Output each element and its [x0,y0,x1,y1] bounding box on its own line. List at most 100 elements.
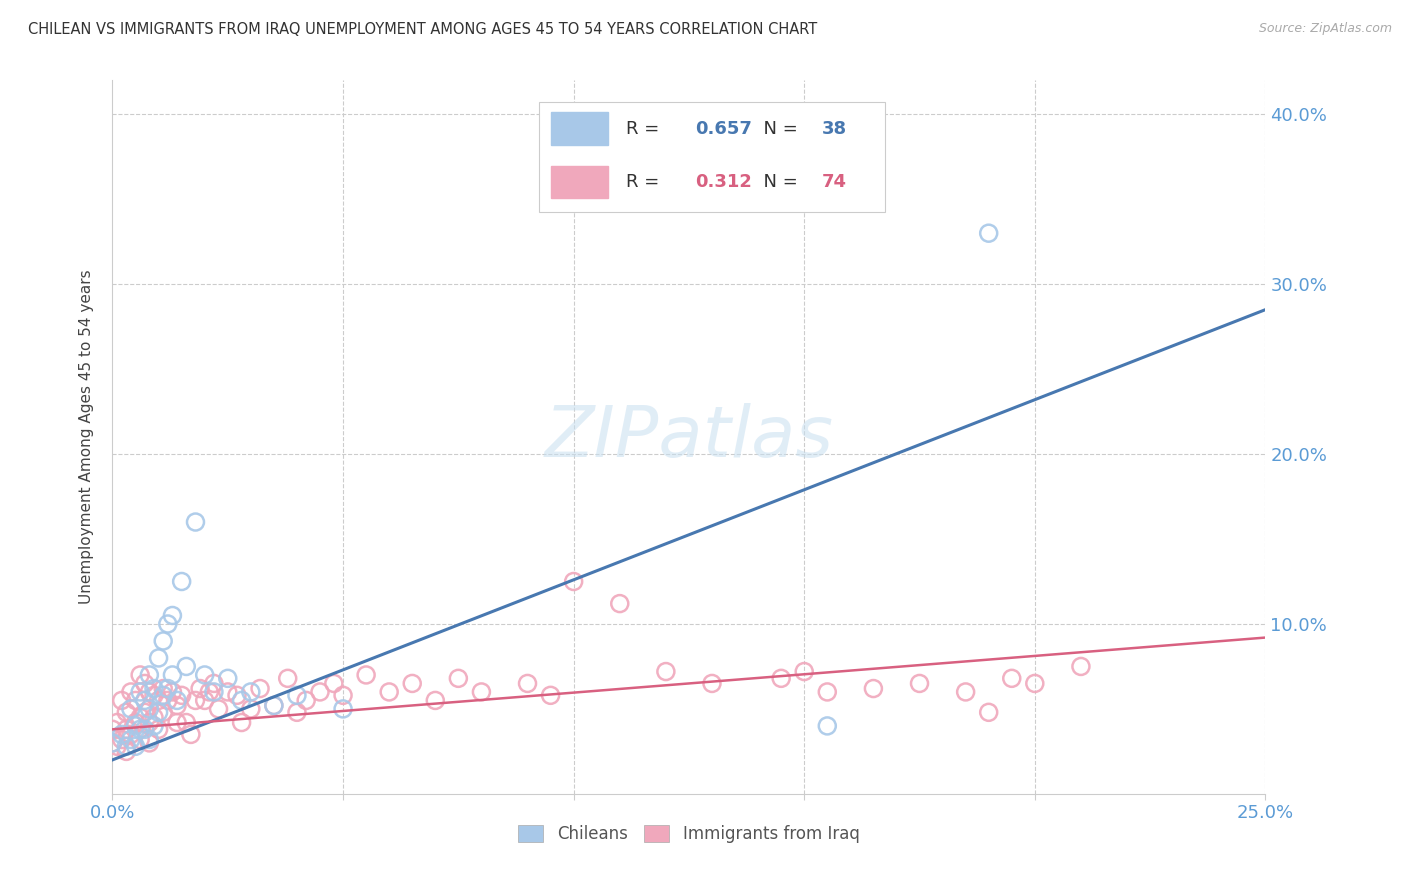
Point [166,715,188,730]
Point [138,668,160,682]
Text: 0.312: 0.312 [695,173,752,191]
Point [115,744,138,758]
Point [124,693,146,707]
Point [184,515,207,529]
Point [129,685,152,699]
Point [156,681,179,696]
Point [332,702,354,716]
Point [793,665,815,679]
Point [1001,671,1024,685]
Point [129,723,152,737]
Point [162,608,184,623]
Point [120,685,142,699]
Point [977,226,1000,240]
Point [129,732,152,747]
Point [425,693,447,707]
Point [138,702,160,716]
Point [111,693,134,707]
Point [138,736,160,750]
Point [162,685,184,699]
Point [120,702,142,716]
Point [309,685,332,699]
Point [378,685,401,699]
Text: ZIPatlas: ZIPatlas [544,402,834,472]
Point [226,689,249,703]
Text: Source: ZipAtlas.com: Source: ZipAtlas.com [1258,22,1392,36]
Point [156,617,179,632]
Point [105,739,128,754]
FancyBboxPatch shape [538,102,884,212]
Point [955,685,977,699]
Point [101,736,124,750]
Point [908,676,931,690]
Point [322,676,344,690]
Text: 0.657: 0.657 [695,120,752,137]
Point [134,723,156,737]
Point [101,723,124,737]
Point [700,676,723,690]
Point [162,668,184,682]
Point [401,676,423,690]
Point [152,634,174,648]
Point [207,702,229,716]
Text: N =: N = [752,173,804,191]
Point [143,681,166,696]
Point [148,651,170,665]
Point [111,732,134,747]
Y-axis label: Unemployment Among Ages 45 to 54 years: Unemployment Among Ages 45 to 54 years [79,269,94,605]
Point [134,676,156,690]
Point [138,685,160,699]
Point [609,597,631,611]
Point [152,689,174,703]
Point [115,739,138,754]
Point [120,727,142,741]
Point [152,706,174,720]
Point [198,685,221,699]
Point [285,706,308,720]
Point [217,671,239,685]
Point [540,689,562,703]
Point [124,719,146,733]
Point [231,715,253,730]
Point [332,689,354,703]
Text: 74: 74 [821,173,846,191]
Point [148,723,170,737]
Point [285,689,308,703]
Point [156,693,179,707]
Point [194,668,217,682]
Point [174,715,197,730]
Point [263,698,285,713]
Point [770,671,793,685]
Point [977,706,1000,720]
Point [1024,676,1046,690]
Point [562,574,585,589]
Legend: Chileans, Immigrants from Iraq: Chileans, Immigrants from Iraq [512,818,866,850]
Point [111,727,134,741]
Point [239,702,262,716]
Point [174,659,197,673]
Point [239,685,262,699]
Text: N =: N = [752,120,804,137]
Point [138,715,160,730]
Text: R =: R = [626,120,665,137]
Point [1070,659,1092,673]
Point [124,739,146,754]
Point [129,668,152,682]
Point [180,727,202,741]
Point [277,671,299,685]
Point [447,671,470,685]
Point [166,698,188,713]
Point [129,710,152,724]
Point [115,706,138,720]
Point [655,665,678,679]
Text: R =: R = [626,173,665,191]
Point [143,710,166,724]
Point [170,574,193,589]
Point [134,693,156,707]
Point [148,693,170,707]
FancyBboxPatch shape [551,166,609,198]
Point [263,698,285,713]
Point [202,685,225,699]
Point [120,732,142,747]
Point [194,693,217,707]
